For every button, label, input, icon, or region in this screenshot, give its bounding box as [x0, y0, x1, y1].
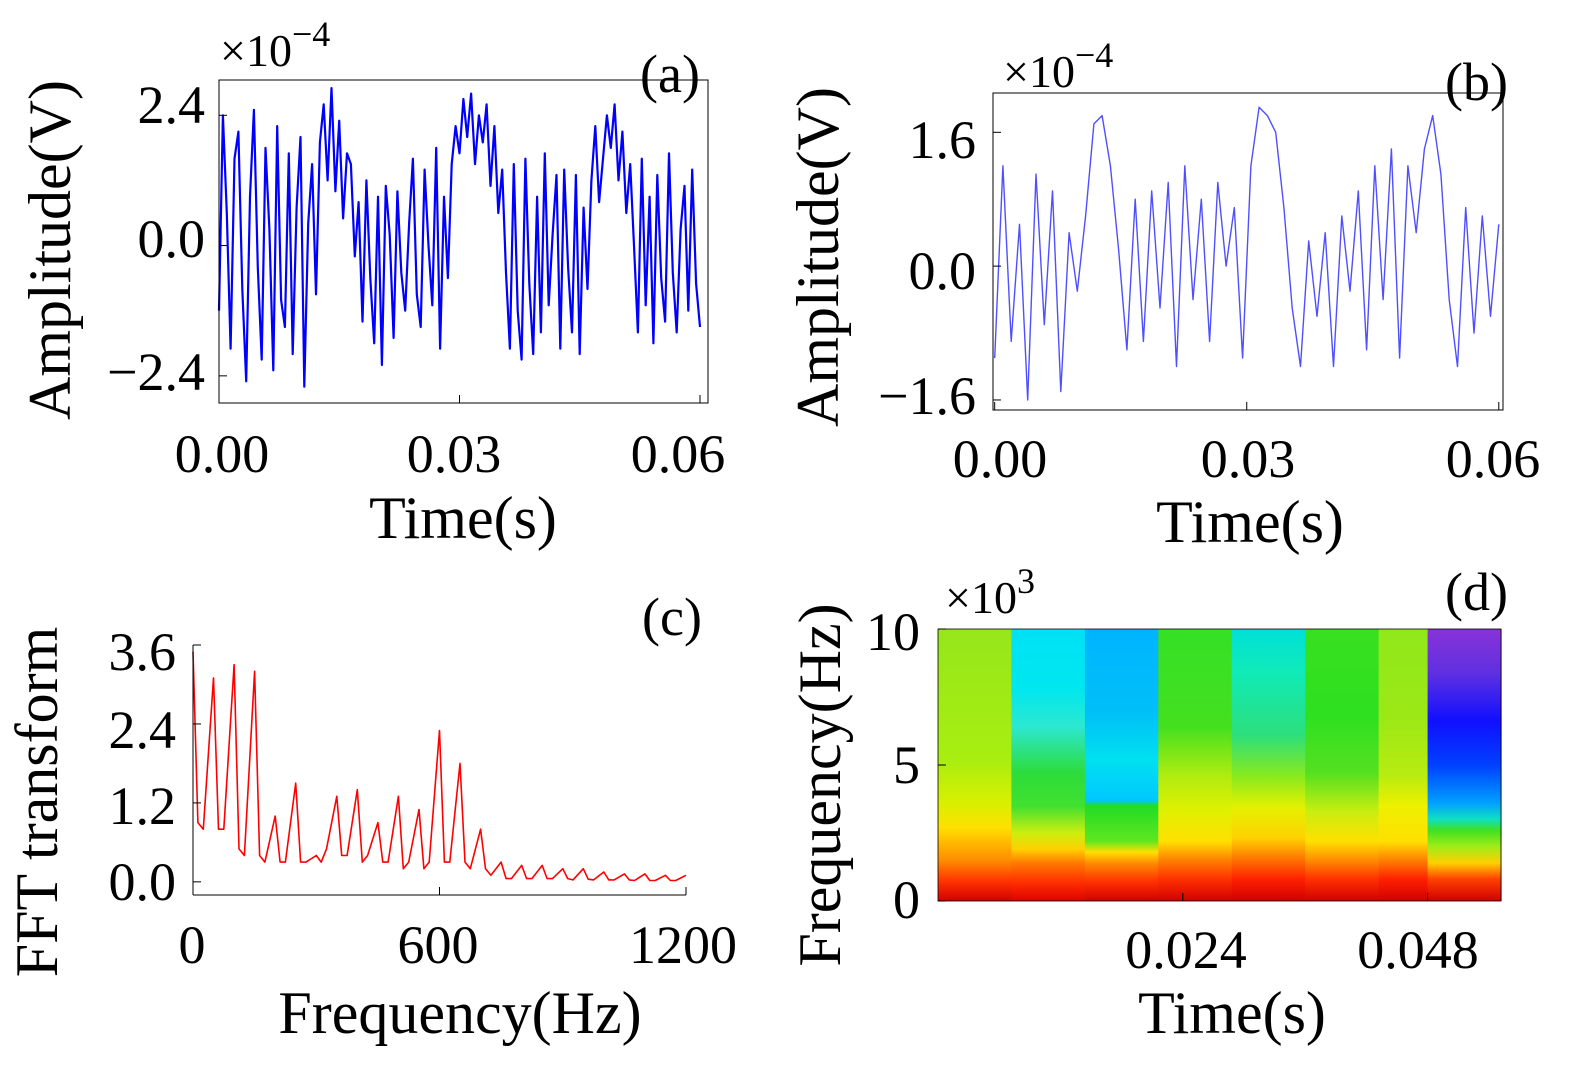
panel-b-signal-line	[994, 106, 1500, 401]
panel-a-label: (a)	[640, 44, 700, 104]
panel-d-ytick-label: 0	[893, 870, 920, 930]
panel-c-ticks	[192, 644, 687, 895]
panel-a-xlabel: Time(s)	[369, 485, 557, 551]
panel-a-ticks	[218, 114, 701, 403]
panel-c-fft-line	[192, 651, 687, 882]
panel-d-label: (d)	[1445, 562, 1508, 622]
panel-c-ytick-label: 0.0	[109, 852, 177, 912]
panel-c-xlabel: Frequency(Hz)	[278, 980, 641, 1046]
panel-c-xtick-label: 600	[398, 915, 479, 975]
panel-b-ylabel: Amplitude(V)	[785, 87, 851, 427]
panel-d-heatmap-column	[1158, 629, 1233, 901]
panel-b-ticks	[993, 131, 1500, 410]
panel-d-xtick-label: 0.024	[1125, 920, 1247, 980]
panel-d: 10 5 0 0.024 0.048 Time(s) Frequency(Hz)…	[787, 561, 1508, 1046]
panel-b-multiplier-base: ×10	[1003, 46, 1075, 97]
panel-d-ytick-label: 5	[893, 735, 920, 795]
panel-b-multiplier-exponent: −4	[1075, 35, 1113, 75]
panel-d-ticks	[938, 628, 1429, 902]
panel-b-xlabel: Time(s)	[1156, 489, 1344, 555]
panel-a-multiplier-base: ×10	[220, 25, 292, 76]
panel-c: 3.6 2.4 1.2 0.0 0 600 1200 Frequency(Hz)…	[4, 587, 737, 1046]
panel-c-ytick-label: 3.6	[109, 622, 177, 682]
panel-d-heatmap-column	[1305, 629, 1380, 901]
panel-a-xtick-label: 0.00	[175, 424, 270, 484]
panel-c-ytick-label: 1.2	[109, 776, 177, 836]
panel-c-ylabel: FFT transform	[4, 627, 70, 978]
panel-c-xtick-label: 1200	[629, 915, 737, 975]
panel-a-ytick-label: 0.0	[138, 209, 206, 269]
panel-a-xtick-label: 0.06	[631, 424, 726, 484]
panel-d-heatmap	[938, 629, 1502, 901]
panel-c-xtick-label: 0	[179, 915, 206, 975]
panel-d-ylabel: Frequency(Hz)	[787, 603, 853, 966]
panel-b-xtick-label: 0.00	[953, 429, 1048, 489]
panel-d-heatmap-column	[1231, 629, 1306, 901]
panel-a-multiplier: ×10−4	[220, 14, 330, 76]
panel-d-xlabel: Time(s)	[1138, 980, 1326, 1046]
panel-b-xtick-label: 0.03	[1201, 429, 1296, 489]
panel-d-multiplier-exponent: 3	[1017, 561, 1035, 601]
panel-d-multiplier-base: ×10	[945, 572, 1017, 623]
panel-d-heatmap-column	[1378, 629, 1429, 901]
panel-b-label: (b)	[1445, 52, 1508, 112]
panel-d-multiplier: ×103	[945, 561, 1035, 623]
panel-a-ytick-label: 2.4	[138, 75, 206, 135]
panel-b: 1.6 0.0 −1.6 0.00 0.03 0.06 Time(s) Ampl…	[785, 35, 1540, 555]
panel-b-ytick-label: 0.0	[909, 241, 977, 301]
panel-c-ytick-label: 2.4	[109, 700, 177, 760]
panel-d-heatmap-column	[1427, 629, 1502, 901]
panel-d-heatmap-column	[1011, 629, 1086, 901]
panel-d-heatmap-column	[938, 629, 1012, 901]
panel-a-multiplier-exponent: −4	[292, 14, 330, 54]
panel-a: 2.4 0.0 −2.4 0.00 0.03 0.06 Time(s) Ampl…	[17, 14, 725, 551]
panel-a-signal-line	[217, 87, 702, 388]
panel-a-line-series	[217, 87, 702, 388]
panel-b-xtick-label: 0.06	[1446, 429, 1541, 489]
panel-b-multiplier: ×10−4	[1003, 35, 1113, 97]
panel-c-label: (c)	[642, 587, 702, 647]
panel-c-line-series	[192, 651, 687, 882]
panel-b-line-series	[994, 106, 1500, 401]
panel-d-ytick-label: 10	[866, 602, 920, 662]
panel-d-xtick-label: 0.048	[1357, 920, 1479, 980]
panel-b-ytick-label: 1.6	[909, 110, 977, 170]
panel-b-ytick-label: −1.6	[878, 366, 976, 426]
panel-a-ytick-label: −2.4	[107, 342, 205, 402]
panel-d-heatmap-column	[1084, 629, 1159, 901]
panel-a-xtick-label: 0.03	[407, 424, 502, 484]
panel-a-ylabel: Amplitude(V)	[17, 80, 83, 420]
